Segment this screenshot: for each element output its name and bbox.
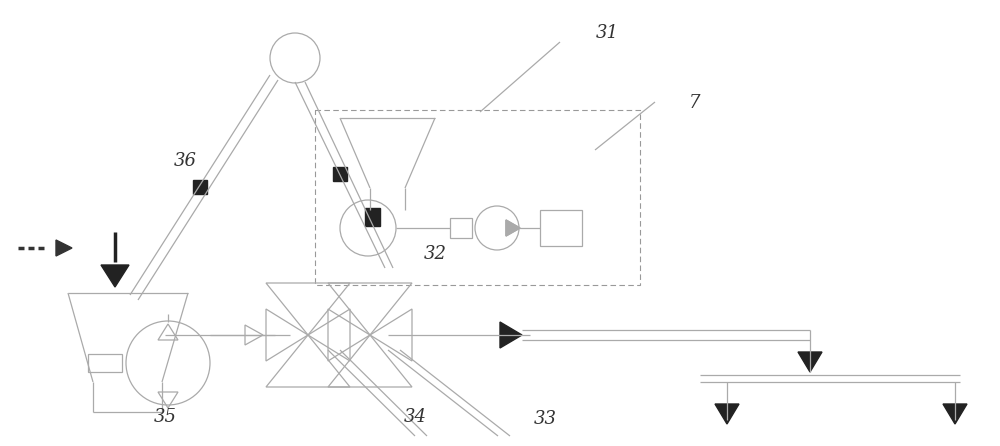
Text: 36: 36 — [174, 152, 196, 169]
Polygon shape — [943, 404, 967, 424]
Bar — [450, 218, 472, 238]
Bar — [88, 354, 122, 372]
Bar — [315, 110, 640, 285]
Bar — [540, 210, 582, 246]
Polygon shape — [715, 404, 739, 424]
Bar — [333, 167, 347, 181]
Text: 35: 35 — [154, 408, 176, 426]
Text: 32: 32 — [424, 245, 446, 263]
Bar — [193, 180, 207, 194]
Polygon shape — [506, 220, 520, 236]
Bar — [365, 208, 380, 226]
Polygon shape — [798, 352, 822, 372]
Text: 34: 34 — [404, 408, 426, 426]
Text: 31: 31 — [596, 25, 618, 42]
Polygon shape — [506, 220, 520, 236]
Text: 33: 33 — [534, 410, 556, 428]
Polygon shape — [500, 322, 522, 348]
Text: 7: 7 — [689, 94, 701, 112]
Polygon shape — [56, 240, 72, 256]
Polygon shape — [101, 265, 129, 287]
